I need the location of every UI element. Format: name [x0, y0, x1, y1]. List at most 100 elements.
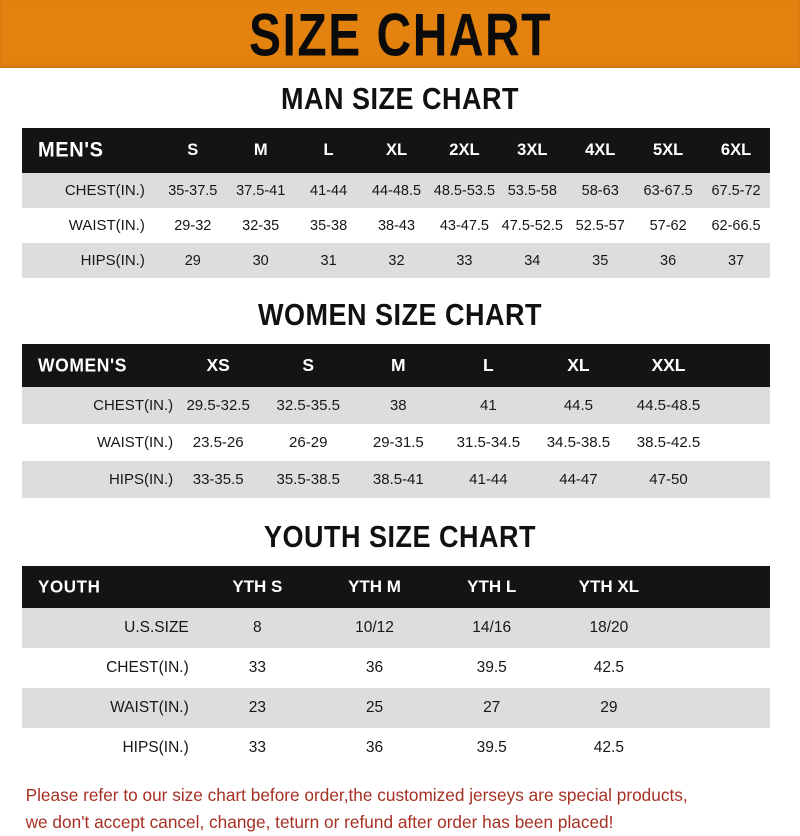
- men-size-header: 5XL: [652, 141, 684, 159]
- women-measurement-value: 31.5-34.5: [456, 434, 521, 451]
- men-measurement-value: 34: [524, 252, 541, 269]
- youth-table-body: U.S.SIZE 8 10/12 14/16 18/20 CHEST(IN.) 33 36 39…: [22, 608, 770, 768]
- table-row: WAIST(IN.) 23 25 27 29: [22, 688, 770, 728]
- men-size-table: MEN'S S M L XL 2XL 3XL 4XL 5XL 6XL CHEST(IN.) 35-…: [22, 128, 770, 278]
- women-row-spacer: [714, 461, 770, 498]
- table-row: CHEST(IN.) 33 36 39.5 42.5: [22, 648, 770, 688]
- youth-size-header: YTH L: [467, 577, 517, 596]
- women-measurement-value: 44.5: [563, 397, 594, 414]
- women-size-section: WOMEN SIZE CHART WOMEN'S XS S M L XL XXL CHES…: [0, 298, 800, 498]
- men-measurement-value: 31: [320, 252, 337, 269]
- men-size-header: 3XL: [517, 141, 548, 159]
- table-row: HIPS(IN.) 33-35.5 35.5-38.5 38.5-41 41-44 44-…: [22, 461, 770, 498]
- women-header-spacer: [714, 344, 770, 387]
- youth-size-section: YOUTH SIZE CHART YOUTH YTH S YTH M YTH L YT…: [0, 520, 800, 768]
- youth-section-title: YOUTH SIZE CHART: [263, 520, 536, 554]
- youth-table-wrapper: YOUTH YTH S YTH M YTH L YTH XL U.S.SIZE 8 10/…: [22, 566, 778, 768]
- youth-measurement-value: 42.5: [593, 739, 624, 756]
- women-measurement-value: 38: [389, 397, 407, 414]
- youth-measurement-value: 42.5: [593, 659, 624, 676]
- women-table-head: WOMEN'S XS S M L XL XXL: [22, 344, 770, 387]
- women-measurement-label: CHEST(IN.): [93, 397, 174, 414]
- women-measurement-value: 34.5-38.5: [546, 434, 611, 451]
- men-size-header: 4XL: [585, 141, 616, 159]
- women-measurement-label: HIPS(IN.): [108, 471, 174, 488]
- men-measurement-label: WAIST(IN.): [68, 217, 145, 234]
- women-measurement-value: 23.5-26: [192, 434, 244, 451]
- men-measurement-value: 30: [252, 252, 269, 269]
- youth-row-spacer: [667, 608, 770, 648]
- women-measurement-value: 41: [480, 397, 497, 414]
- women-size-header: XXL: [651, 355, 686, 375]
- youth-size-header: YTH S: [232, 577, 283, 596]
- men-measurement-value: 63-67.5: [643, 182, 693, 199]
- men-table-wrapper: MEN'S S M L XL 2XL 3XL 4XL 5XL 6XL CHEST(IN.) 35-…: [22, 128, 778, 278]
- men-size-header: L: [323, 141, 334, 159]
- order-policy-note: Please refer to our size chart before or…: [0, 782, 788, 836]
- youth-measurement-value: 33: [248, 739, 266, 756]
- women-row-spacer: [714, 387, 770, 424]
- youth-size-table: YOUTH YTH S YTH M YTH L YTH XL U.S.SIZE 8 10/…: [22, 566, 770, 768]
- size-chart-banner: SIZE CHART: [0, 0, 800, 68]
- youth-measurement-value: 39.5: [476, 659, 507, 676]
- men-measurement-value: 33: [456, 252, 473, 269]
- women-measurement-label: WAIST(IN.): [97, 434, 174, 451]
- youth-measurement-value: 36: [365, 739, 384, 756]
- women-measurement-value: 44.5-48.5: [636, 397, 701, 414]
- men-section-title: MAN SIZE CHART: [281, 82, 519, 116]
- men-measurement-value: 53.5-58: [507, 182, 557, 199]
- youth-row-spacer: [667, 648, 770, 688]
- men-measurement-label: CHEST(IN.): [64, 182, 145, 199]
- men-measurement-label: HIPS(IN.): [80, 252, 145, 269]
- women-measurement-value: 38.5-42.5: [636, 434, 701, 451]
- table-row: U.S.SIZE 8 10/12 14/16 18/20: [22, 608, 770, 648]
- women-size-header: XS: [206, 355, 230, 375]
- table-row: WAIST(IN.) 29-32 32-35 35-38 38-43 43-47.5 47.…: [22, 208, 770, 243]
- women-header-label: WOMEN'S: [38, 354, 128, 376]
- women-table-body: CHEST(IN.) 29.5-32.5 32.5-35.5 38 41 44.5 44.5…: [22, 387, 770, 498]
- men-measurement-value: 35: [592, 252, 609, 269]
- men-measurement-value: 37: [727, 252, 745, 269]
- table-row: HIPS(IN.) 29 30 31 32 33 34 35 36 37: [22, 243, 770, 278]
- youth-header-row: YOUTH YTH S YTH M YTH L YTH XL: [22, 566, 770, 608]
- men-measurement-value: 41-44: [310, 182, 348, 199]
- men-measurement-value: 67.5-72: [711, 182, 761, 199]
- men-header-row: MEN'S S M L XL 2XL 3XL 4XL 5XL 6XL: [22, 128, 770, 173]
- women-table-wrapper: WOMEN'S XS S M L XL XXL CHEST(IN.) 29.5-32.5 32…: [22, 344, 778, 498]
- women-size-header: M: [391, 355, 406, 375]
- men-measurement-value: 62-66.5: [711, 217, 761, 234]
- women-measurement-value: 29-31.5: [372, 434, 424, 451]
- table-row: WAIST(IN.) 23.5-26 26-29 29-31.5 31.5-34.5 34…: [22, 424, 770, 461]
- youth-measurement-value: 39.5: [476, 739, 507, 756]
- youth-row-spacer: [667, 728, 770, 768]
- men-size-section: MAN SIZE CHART MEN'S S M L XL 2XL 3XL 4XL 5XL 6X…: [0, 82, 800, 278]
- table-row: HIPS(IN.) 33 36 39.5 42.5: [22, 728, 770, 768]
- youth-measurement-value: 33: [248, 659, 266, 676]
- women-measurement-value: 35.5-38.5: [276, 471, 340, 488]
- women-measurement-value: 32.5-35.5: [276, 397, 340, 414]
- men-size-header: S: [187, 141, 199, 159]
- men-measurement-value: 43-47.5: [439, 217, 489, 234]
- women-size-header: XL: [567, 355, 590, 375]
- youth-measurement-value: 8: [253, 619, 262, 636]
- order-policy-line-1: Please refer to our size chart before or…: [25, 785, 688, 805]
- men-measurement-value: 36: [660, 252, 677, 269]
- youth-measurement-value: 36: [365, 659, 384, 676]
- men-table-body: CHEST(IN.) 35-37.5 37.5-41 41-44 44-48.5 48.5…: [22, 173, 770, 278]
- men-measurement-value: 47.5-52.5: [501, 217, 563, 234]
- table-row: CHEST(IN.) 35-37.5 37.5-41 41-44 44-48.5 48.5…: [22, 173, 770, 208]
- women-section-title: WOMEN SIZE CHART: [258, 298, 542, 332]
- men-table-head: MEN'S S M L XL 2XL 3XL 4XL 5XL 6XL: [22, 128, 770, 173]
- men-measurement-value: 52.5-57: [575, 217, 625, 234]
- youth-measurement-value: 29: [600, 699, 618, 716]
- women-size-table: WOMEN'S XS S M L XL XXL CHEST(IN.) 29.5-32.5 32…: [22, 344, 770, 498]
- youth-measurement-value: 10/12: [355, 619, 394, 636]
- women-size-header: S: [302, 355, 315, 375]
- youth-measurement-value: 27: [483, 699, 501, 716]
- men-header-label: MEN'S: [38, 138, 104, 162]
- women-measurement-value: 38.5-41: [372, 471, 424, 488]
- men-measurement-value: 29: [184, 252, 201, 269]
- women-measurement-value: 33-35.5: [192, 471, 244, 488]
- women-measurement-value: 29.5-32.5: [186, 397, 250, 414]
- men-measurement-value: 44-48.5: [371, 182, 422, 199]
